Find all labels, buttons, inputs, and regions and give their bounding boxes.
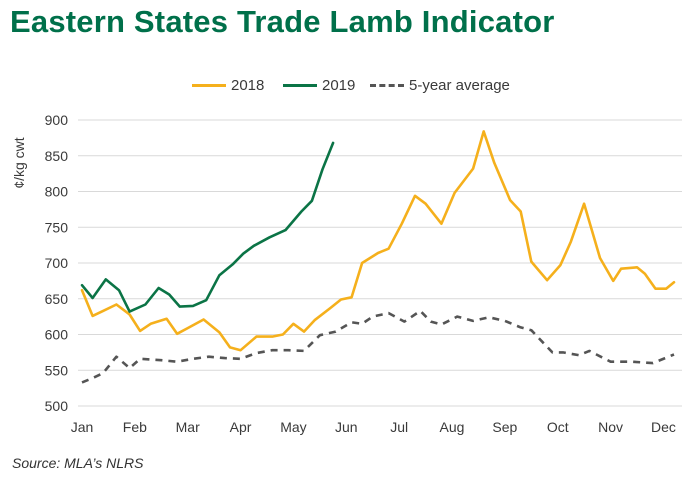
legend-swatch-5yr-avg (370, 83, 404, 87)
x-tick-label-nov: Nov (598, 419, 623, 435)
legend-swatch-2019 (283, 83, 317, 87)
chart-title: Eastern States Trade Lamb Indicator (10, 4, 555, 39)
x-tick-label-jan: Jan (71, 419, 94, 435)
source-note: Source: MLA’s NLRS (12, 455, 144, 471)
legend-item-2019: 2019 (283, 74, 355, 96)
y-tick-label-900: 900 (45, 112, 69, 128)
y-tick-label-500: 500 (45, 398, 69, 414)
chart-legend: 2018 2019 5-year average (0, 74, 700, 96)
x-tick-label-aug: Aug (440, 419, 465, 435)
series-line-2019 (80, 141, 335, 313)
x-tick-label-jun: Jun (335, 419, 358, 435)
y-tick-label-800: 800 (45, 184, 69, 200)
series-line-5-year-average (81, 309, 675, 384)
x-tick-label-feb: Feb (123, 419, 147, 435)
x-tick-label-mar: Mar (176, 419, 200, 435)
series-line-2018 (80, 130, 676, 352)
x-tick-label-sep: Sep (492, 419, 517, 435)
y-tick-label-600: 600 (45, 327, 69, 343)
x-tick-label-may: May (280, 419, 306, 435)
x-tick-label-apr: Apr (230, 419, 252, 435)
y-tick-label-850: 850 (45, 148, 69, 164)
y-tick-label-700: 700 (45, 255, 69, 271)
legend-swatch-2018 (192, 83, 226, 87)
legend-item-5yr-avg: 5-year average (370, 74, 510, 96)
x-tick-label-jul: Jul (390, 419, 408, 435)
y-tick-label-550: 550 (45, 362, 69, 378)
y-tick-label-750: 750 (45, 219, 69, 235)
x-tick-label-oct: Oct (547, 419, 569, 435)
legend-label-2019: 2019 (322, 76, 356, 94)
legend-label-2018: 2018 (231, 76, 265, 94)
legend-item-2018: 2018 (192, 74, 264, 96)
legend-label-5yr-avg: 5-year average (409, 76, 510, 94)
y-tick-label-650: 650 (45, 291, 69, 307)
x-tick-label-dec: Dec (651, 419, 676, 435)
y-axis-label: ¢/kg cwt (11, 137, 27, 188)
